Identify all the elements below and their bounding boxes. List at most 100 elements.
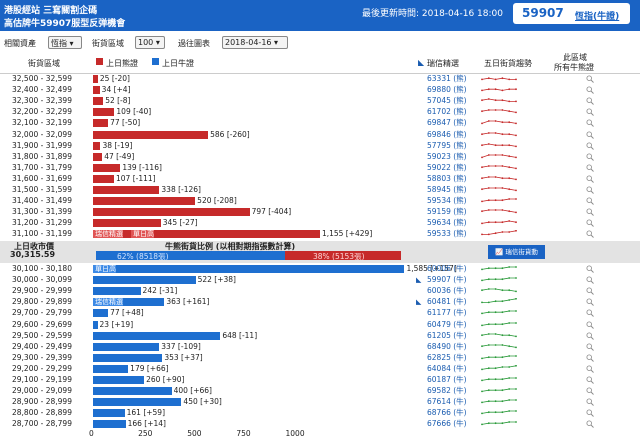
magnifier-icon[interactable] [586,409,594,418]
warrant-link[interactable]: 68490 (牛) [427,341,467,351]
trend-line [481,399,516,403]
warrant-link[interactable]: 57795 (熊) [427,140,467,150]
trend-point [481,289,483,292]
warrant-link[interactable]: 61702 (熊) [427,107,467,117]
magnifier-icon[interactable] [586,97,594,106]
trend-point [501,365,504,368]
table-row: 29,200 - 29,299 179 [+66] 64084 (牛) [0,364,640,375]
bear-value-label: 586 [-260] [210,129,250,139]
warrant-link[interactable]: 67666 (牛) [427,419,467,429]
magnifier-icon[interactable] [586,108,594,117]
magnifier-icon[interactable] [586,186,594,194]
warrant-link[interactable]: 68766 (牛) [427,408,467,418]
magnifier-icon[interactable] [586,153,594,161]
warrant-link[interactable]: 62825 (牛) [427,352,467,362]
magnifier-icon[interactable] [586,287,594,296]
highlight-tag: 瑞信精選 [93,230,123,239]
magnifier-icon[interactable] [586,208,594,217]
trend-cell [480,175,518,183]
magnifier-icon[interactable] [586,230,594,239]
magnifier-icon[interactable] [586,332,594,340]
warrant-link[interactable]: 59634 (熊) [427,218,467,228]
table-row: 28,900 - 28,999 450 [+30] 67614 (牛) [0,397,640,408]
warrant-link[interactable]: 59023 (熊) [427,151,467,161]
bull-bar [93,309,109,318]
warrant-link[interactable]: 59907 (牛) [427,275,467,285]
magnifier-icon[interactable] [586,376,594,384]
magnifier-icon[interactable] [586,321,594,329]
magnifier-icon[interactable] [586,75,594,83]
trend-line [482,230,517,236]
range-select[interactable]: 100 ▾ [135,36,165,49]
warrant-link[interactable]: 59022 (熊) [427,162,467,172]
bear-value-label: 47 [-49] [104,151,135,161]
col-zone-line2: 所有牛熊證 [554,63,594,72]
trend-sparkline [481,164,517,170]
warrant-link[interactable]: 69880 (熊) [427,85,467,95]
warrant-link[interactable]: 61205 (牛) [427,330,467,340]
row-range: 29,500 - 29,599 [12,330,72,340]
trend-point [508,299,511,302]
trend-line [481,154,517,158]
warrant-link[interactable]: 60036 (牛) [427,286,467,296]
warrant-link[interactable]: 60479 (牛) [427,319,467,329]
warrant-link[interactable]: 69846 (熊) [427,129,467,139]
warrant-link[interactable]: 69847 (熊) [427,118,467,128]
row-range: 31,900 - 31,999 [12,140,72,150]
warrant-link[interactable]: 59159 (熊) [427,207,467,217]
ratio-bar [96,251,401,260]
bear-value-label: 107 [-111] [116,173,156,183]
magnifier-icon[interactable] [586,131,594,139]
trend-point [501,267,504,270]
trend-point [515,410,517,413]
asset-select[interactable]: 恆指 ▾ [48,36,82,49]
trend-point [508,365,511,368]
magnifier-icon[interactable] [586,298,594,307]
magnifier-icon[interactable] [586,354,594,362]
magnifier-icon[interactable] [586,265,594,273]
row-range: 30,000 - 30,099 [12,275,72,285]
trend-point [494,164,497,167]
magnifier-icon[interactable] [586,420,594,429]
magnifier-icon[interactable] [586,219,594,228]
warrant-code-box[interactable]: 59907 恆指(牛證) [513,3,630,24]
warrant-link[interactable]: 69582 (牛) [427,386,467,396]
warrant-link[interactable]: 59533 (熊) [427,229,467,239]
trend-point [515,198,517,200]
warrant-link[interactable]: 64084 (牛) [427,363,467,373]
chart-date-select[interactable]: 2018-04-16 ▾ [222,36,288,49]
trend-point [501,322,504,325]
trend-point [487,367,490,369]
warrant-link[interactable]: 60481 (牛) [427,297,467,307]
warrant-code-link[interactable]: 恆指(牛證) [575,12,620,22]
magnifier-icon[interactable] [586,343,594,351]
magnifier-icon[interactable] [586,164,594,172]
warrant-link[interactable]: 57045 (熊) [427,96,467,106]
magnifier-icon[interactable] [586,197,594,205]
magnifier-icon[interactable] [586,175,594,183]
trend-point [494,367,497,369]
table-row: 29,400 - 29,499 337 [-109] 68490 (牛) [0,342,640,353]
warrant-link[interactable]: 59534 (熊) [427,196,467,206]
magnifier-icon[interactable] [586,119,594,128]
warrant-link[interactable]: 58945 (熊) [427,185,467,194]
magnifier-icon[interactable] [586,387,594,395]
magnifier-icon[interactable] [586,398,594,407]
magnifier-icon[interactable] [586,142,594,150]
magnifier-icon[interactable] [586,276,594,284]
magnifier-icon[interactable] [586,365,594,373]
trend-point [494,343,497,346]
warrant-link[interactable]: 61177 (牛) [427,308,467,318]
close-label: 上日收市價 [14,242,54,251]
trend-point [494,153,497,156]
warrant-link[interactable]: 60006 (牛) [427,264,467,273]
flow-button[interactable]: 📈 瑞信街貨動 [488,245,545,259]
warrant-link[interactable]: 58803 (熊) [427,173,467,183]
trend-point [487,378,490,381]
warrant-link[interactable]: 67614 (牛) [427,397,467,407]
close-value: 30,315.59 [10,250,56,259]
warrant-link[interactable]: 60187 (牛) [427,375,467,384]
warrant-link[interactable]: 63331 (熊) [427,74,467,83]
magnifier-icon[interactable] [586,86,594,94]
magnifier-icon[interactable] [586,309,594,318]
